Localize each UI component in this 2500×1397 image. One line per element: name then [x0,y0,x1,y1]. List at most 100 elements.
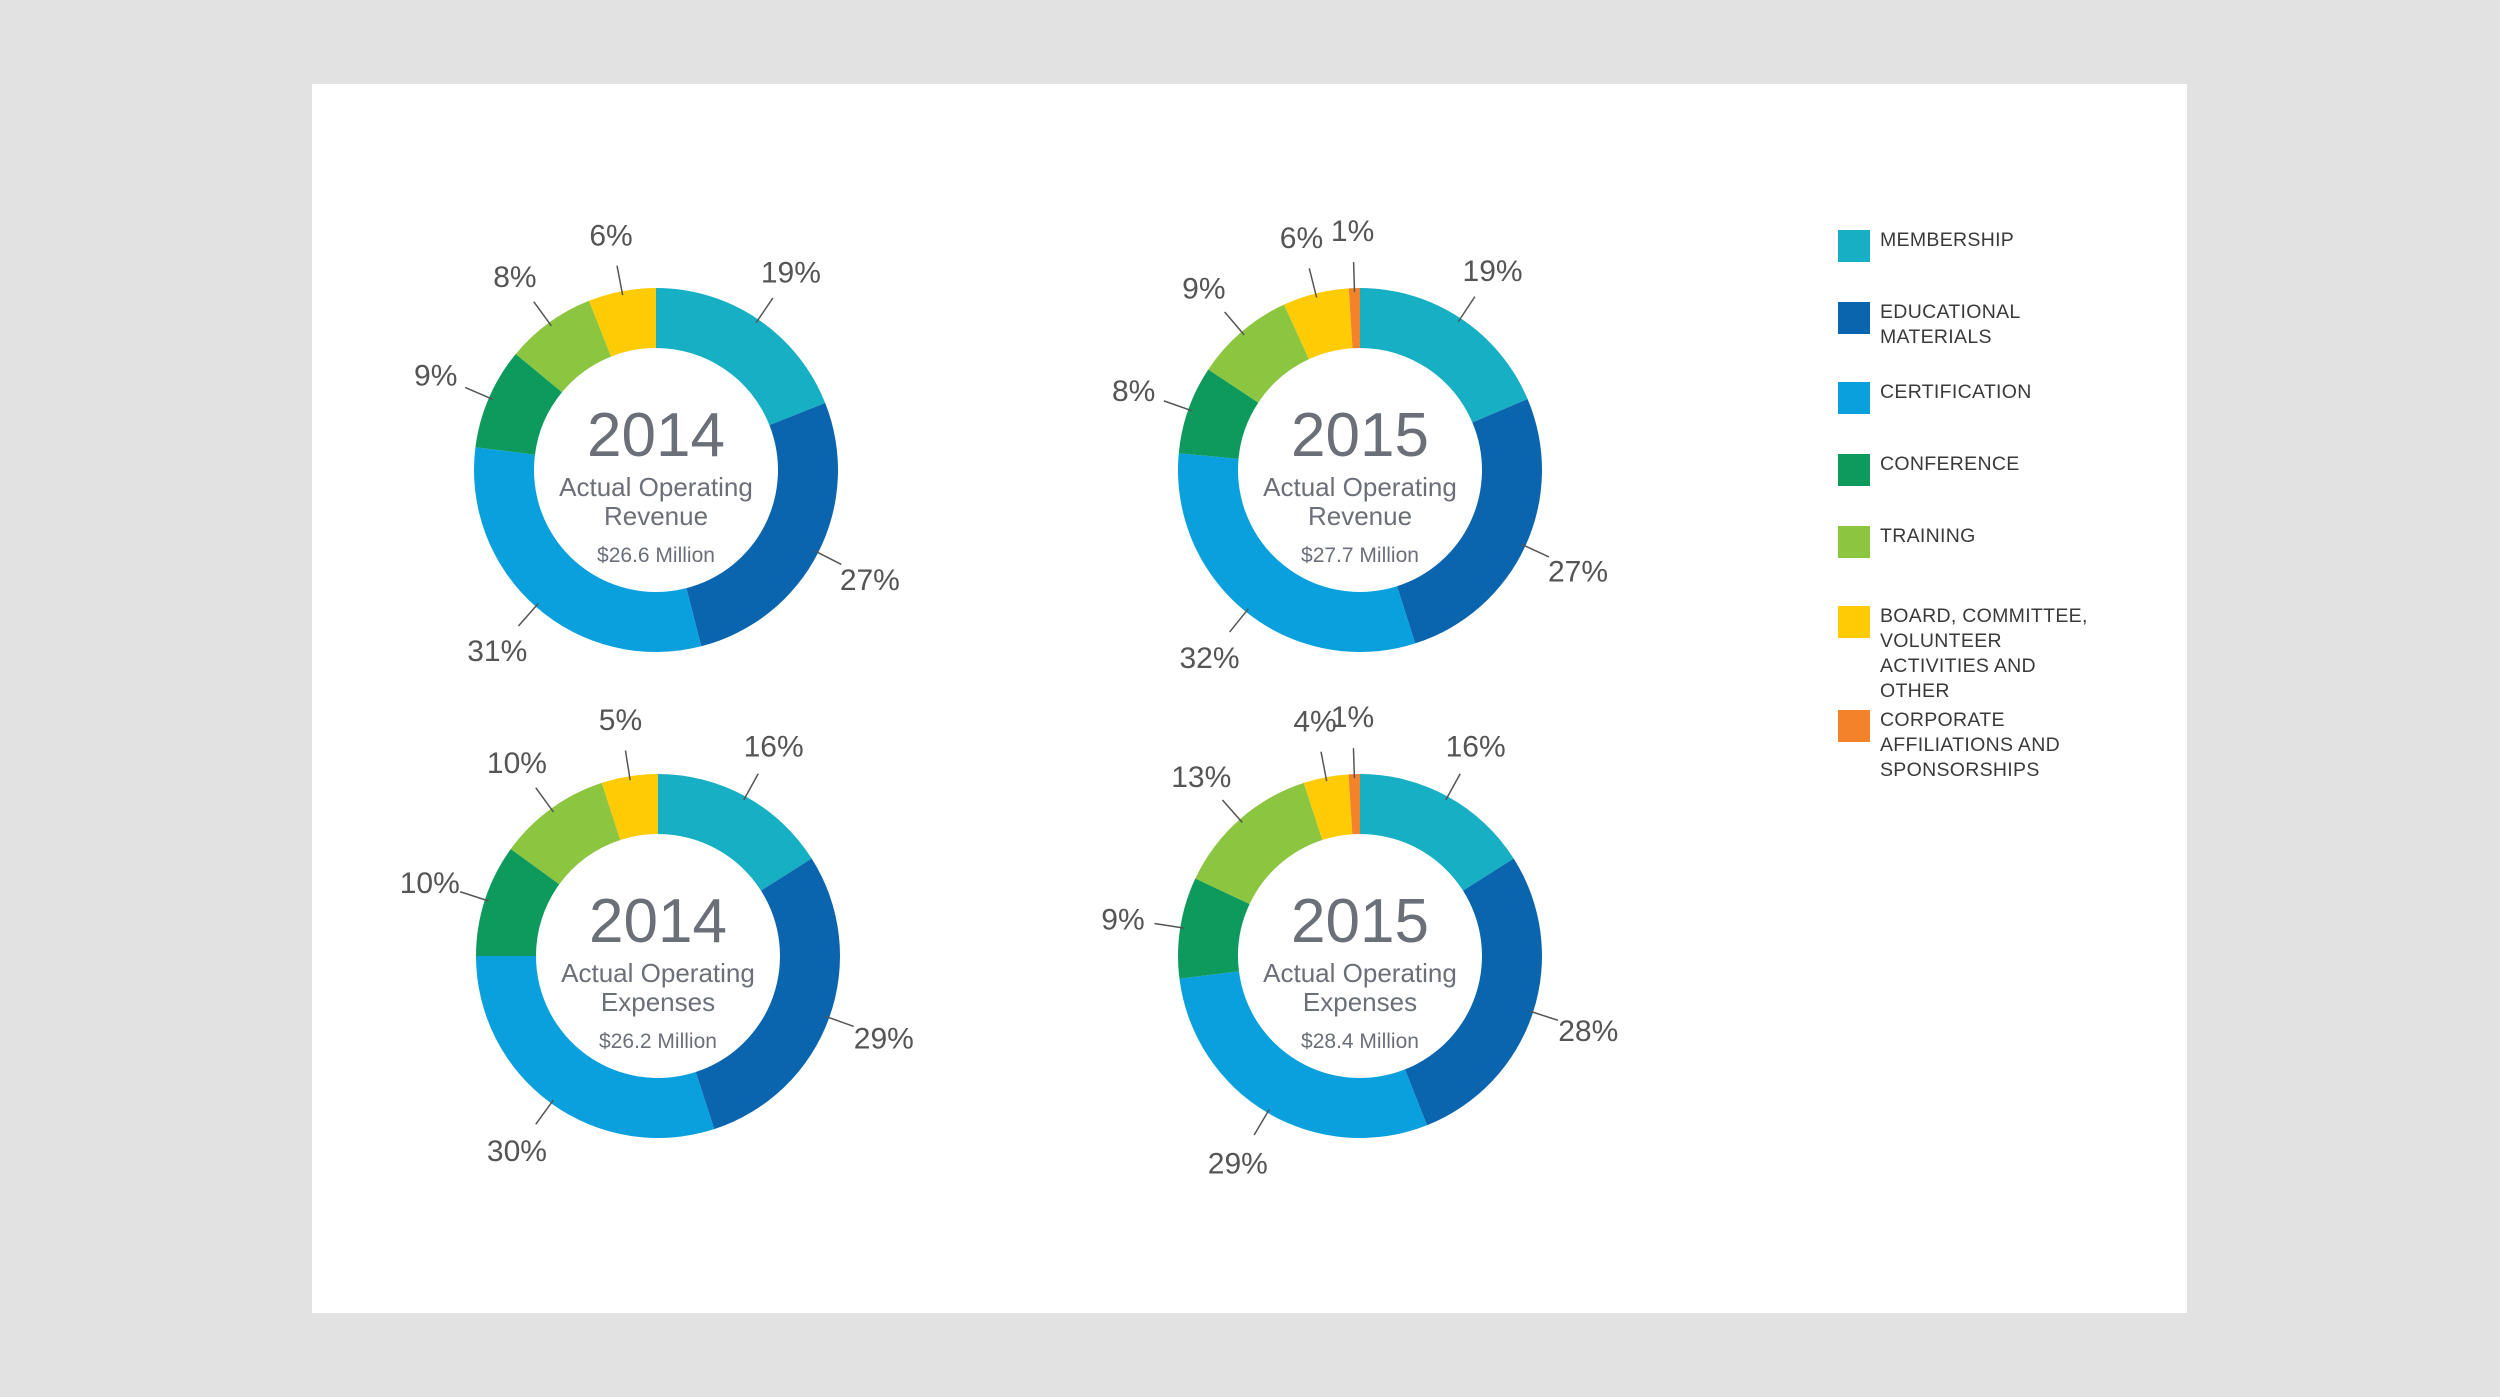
percent-label: 28% [1558,1015,1618,1048]
donut-slice [695,858,840,1130]
legend-swatch [1838,302,1870,334]
chart-subtitle: Expenses [1303,987,1417,1017]
donut-slice [515,300,612,393]
donut-slice [476,956,715,1138]
leader-line [1221,799,1243,823]
donut-slice [656,288,826,426]
leader-line [1229,608,1249,633]
percent-label: 27% [840,564,900,597]
leader-line [755,297,774,324]
donut-slice [1178,369,1259,459]
legend-swatch [1838,710,1870,742]
leader-line [1445,773,1461,801]
leader-line [464,386,493,400]
donut-slice [1348,774,1360,835]
chart-year: 2014 [587,401,725,470]
percent-label: 10% [400,867,460,900]
chart-subtitle: Actual Operating [561,958,755,988]
leader-line [1352,748,1356,779]
leader-line [533,301,552,327]
leader-line [1529,1010,1559,1021]
donut-slice [1303,774,1353,840]
percent-label: 1% [1331,215,1374,248]
percent-label: 29% [1208,1148,1268,1181]
legend-swatch [1838,526,1870,558]
legend-label: TRAINING [1880,525,1976,547]
legend-label: EDUCATIONAL MATERIALS [1880,301,2020,348]
percent-label: 16% [744,731,804,764]
legend-swatch [1838,454,1870,486]
percent-label: 31% [467,635,527,668]
chart-year: 2014 [589,887,727,956]
legend-swatch [1838,230,1870,262]
percent-label: 16% [1446,731,1506,764]
chart-subtitle: Expenses [601,987,715,1017]
donut-slice [476,849,560,956]
percent-label: 32% [1180,642,1240,675]
donut-slice [510,782,621,885]
leader-line [814,550,842,566]
chart-subtitle: Actual Operating [1263,472,1457,502]
percent-label: 10% [487,747,547,780]
donut-slice [1283,288,1353,360]
legend-label: CONFERENCE [1880,453,2020,475]
chart-total: $26.6 Million [597,544,715,567]
legend-label: BOARD, COMMITTEE, VOLUNTEER ACTIVITIES A… [1880,605,2088,702]
chart-year: 2015 [1291,401,1429,470]
legend-label: CERTIFICATION [1880,381,2032,403]
percent-label: 8% [493,261,536,294]
chart-subtitle: Revenue [604,501,708,531]
percent-label: 13% [1171,761,1231,794]
leader-line [535,787,554,813]
chart-subtitle: Actual Operating [1263,958,1457,988]
donut-slice [1404,858,1542,1126]
chart-subtitle: Actual Operating [559,472,753,502]
chart-subtitle: Revenue [1308,501,1412,531]
percent-label: 5% [599,704,642,737]
chart-year: 2015 [1291,887,1429,956]
chart-total: $26.2 Million [599,1030,717,1053]
donut-slice [1178,878,1250,979]
leader-line [825,1015,854,1028]
donut-slice [1195,782,1323,905]
donut-slice [475,353,562,455]
percent-label: 29% [854,1022,914,1055]
leader-line [1154,922,1185,929]
percent-label: 9% [1101,903,1144,936]
legend-swatch [1838,382,1870,414]
legend-label: CORPORATE AFFILIATIONS AND SPONSORSHIPS [1880,709,2060,781]
donut-slice [589,288,656,357]
percent-label: 8% [1112,375,1155,408]
donut-slice [1360,288,1528,423]
leader-line [535,1099,554,1125]
percent-label: 1% [1331,701,1374,734]
percent-label: 19% [1463,255,1523,288]
leader-line [1163,400,1193,412]
chart-total: $28.4 Million [1301,1030,1419,1053]
legend-label: MEMBERSHIP [1880,229,2015,251]
percent-label: 30% [487,1135,547,1168]
leader-line [1308,268,1318,298]
donut-slice [474,447,702,652]
leader-line [616,265,624,296]
donut-slice [601,774,658,840]
donut-slice [1178,453,1416,652]
leader-line [1320,751,1328,782]
donut-slice [1348,288,1360,349]
percent-label: 19% [761,257,821,290]
leader-line [1224,311,1245,336]
percent-label: 9% [414,360,457,393]
leader-line [1521,543,1550,558]
leader-line [743,773,759,801]
donut-slice [658,774,812,891]
donut-slice [1360,774,1514,891]
donut-slice [1208,304,1310,403]
leader-line [517,603,539,627]
percent-label: 6% [589,219,632,252]
percent-label: 4% [1293,705,1336,738]
percent-label: 6% [1280,222,1323,255]
